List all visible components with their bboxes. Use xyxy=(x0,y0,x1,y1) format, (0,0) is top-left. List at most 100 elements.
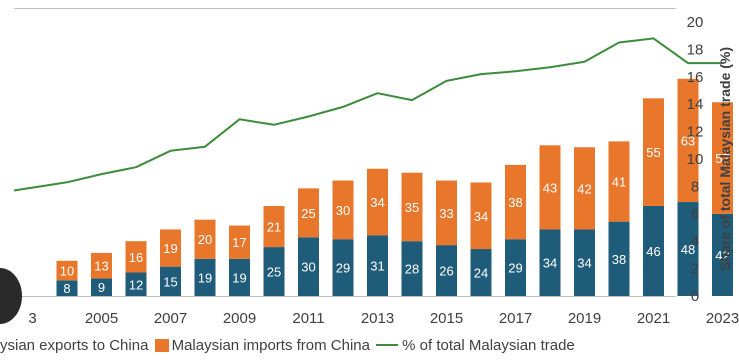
x-tick-2011: 2011 xyxy=(292,310,324,327)
legend-line-swatch xyxy=(376,344,399,347)
data-label-imports-2004: 10 xyxy=(60,264,74,279)
bar-imports-2006 xyxy=(125,241,147,273)
x-tick-2015: 2015 xyxy=(430,310,463,327)
data-label-imports-2020: 41 xyxy=(612,175,626,190)
data-label-imports-2009: 17 xyxy=(232,235,246,250)
data-label-imports-2021: 55 xyxy=(646,145,660,160)
x-tick-2009: 2009 xyxy=(223,310,256,327)
y-tick-10: 10 xyxy=(687,151,704,168)
bar-imports-2009 xyxy=(229,225,250,259)
bar-exports-2012 xyxy=(332,239,354,296)
bar-exports-2018 xyxy=(539,229,561,296)
bar-imports-2021 xyxy=(643,98,664,206)
y-tick-8: 8 xyxy=(691,178,699,195)
bar-imports-2015 xyxy=(436,180,457,246)
bar-exports-2019 xyxy=(574,229,595,296)
bar-imports-2010 xyxy=(263,205,285,248)
bar-exports-2006 xyxy=(125,272,147,296)
x-tick-2007: 2007 xyxy=(154,310,187,327)
data-label-imports-2007: 19 xyxy=(163,241,177,256)
data-label-imports-2012: 30 xyxy=(336,203,350,218)
bar-exports-2005 xyxy=(91,278,112,296)
data-label-imports-2011: 25 xyxy=(301,206,315,221)
legend-imports-label: Malaysian imports from China xyxy=(171,336,370,354)
bar-exports-2008 xyxy=(194,258,216,296)
data-label-exports-2012: 29 xyxy=(336,261,350,276)
bar-imports-2019 xyxy=(574,147,595,230)
x-tick-2017: 2017 xyxy=(499,310,532,327)
bar-exports-2020 xyxy=(608,221,630,296)
bar-exports-2021 xyxy=(643,205,664,296)
data-label-imports-2006: 16 xyxy=(129,250,143,265)
bar-imports-2023 xyxy=(712,102,733,214)
data-label-exports-2019: 34 xyxy=(577,256,591,271)
y-tick-18: 18 xyxy=(687,41,704,58)
bar-exports-2016 xyxy=(470,249,492,296)
bar-exports-2013 xyxy=(367,235,388,296)
bar-imports-2016 xyxy=(470,182,492,250)
data-label-exports-2021: 46 xyxy=(646,244,660,259)
bar-imports-2017 xyxy=(505,164,526,240)
x-tick-2021: 2021 xyxy=(637,310,670,327)
data-label-exports-2005: 9 xyxy=(98,280,105,295)
bar-imports-2007 xyxy=(160,229,181,267)
trade-chart: 8109131216151919201917252130252930313428… xyxy=(0,8,739,327)
bar-exports-2022 xyxy=(677,202,699,296)
data-label-exports-2004: 8 xyxy=(63,281,70,296)
data-label-exports-2023: 42 xyxy=(715,248,729,263)
bar-imports-2020 xyxy=(608,141,630,222)
data-label-exports-2010: 25 xyxy=(267,265,281,280)
data-label-exports-2006: 12 xyxy=(129,277,143,292)
x-tick-2013: 2013 xyxy=(361,310,394,327)
y-tick-12: 12 xyxy=(687,124,704,141)
bar-exports-2007 xyxy=(160,266,181,296)
bar-imports-2011 xyxy=(298,188,319,238)
data-label-exports-2014: 28 xyxy=(405,262,419,277)
data-label-imports-2018: 43 xyxy=(543,180,557,195)
bar-imports-2014 xyxy=(401,172,423,242)
data-label-imports-2014: 35 xyxy=(405,200,419,215)
data-label-exports-2011: 30 xyxy=(301,260,315,275)
bar-imports-2004 xyxy=(56,260,78,281)
data-label-exports-2013: 31 xyxy=(370,259,384,274)
y-axis-label: Share of total Malaysian trade (%) xyxy=(717,47,733,271)
bar-imports-2012 xyxy=(332,180,354,240)
share-line xyxy=(13,37,723,192)
y-tick-0: 0 xyxy=(691,288,699,305)
bar-imports-2008 xyxy=(194,219,216,259)
data-label-imports-2013: 34 xyxy=(370,195,384,210)
y-tick-2: 2 xyxy=(691,261,699,278)
bar-imports-2022 xyxy=(677,78,699,203)
data-label-imports-2017: 38 xyxy=(508,195,522,210)
data-label-exports-2016: 24 xyxy=(474,266,488,281)
chart-legend: ysian exports to China Malaysian imports… xyxy=(0,336,739,360)
legend-line-label: % of total Malaysian trade xyxy=(402,336,575,354)
avatar xyxy=(0,268,22,324)
data-label-exports-2015: 26 xyxy=(439,264,453,279)
x-tick-3: 3 xyxy=(28,310,36,327)
bar-imports-2013 xyxy=(367,168,388,236)
data-label-exports-2008: 19 xyxy=(198,270,212,285)
bar-imports-2018 xyxy=(539,145,561,230)
bar-exports-2009 xyxy=(229,258,250,296)
bar-imports-2005 xyxy=(91,252,112,279)
bar-exports-2015 xyxy=(436,245,457,296)
data-label-imports-2010: 21 xyxy=(267,220,281,235)
x-tick-2019: 2019 xyxy=(568,310,601,327)
data-label-imports-2005: 13 xyxy=(94,259,108,274)
data-label-exports-2020: 38 xyxy=(612,252,626,267)
data-label-imports-2023: 57 xyxy=(715,151,729,166)
data-label-exports-2018: 34 xyxy=(543,256,557,271)
y-tick-14: 14 xyxy=(687,96,704,113)
bar-exports-2011 xyxy=(298,237,319,296)
y-tick-16: 16 xyxy=(687,69,704,86)
bar-exports-2014 xyxy=(401,241,423,296)
y-tick-6: 6 xyxy=(691,206,699,223)
bar-exports-2023 xyxy=(712,213,733,296)
legend-exports-label: ysian exports to China xyxy=(0,336,149,354)
data-label-exports-2017: 29 xyxy=(508,261,522,276)
x-tick-2023: 2023 xyxy=(706,310,739,327)
legend-imports-swatch xyxy=(154,338,169,352)
data-label-exports-2009: 19 xyxy=(232,270,246,285)
bar-exports-2017 xyxy=(505,239,526,296)
